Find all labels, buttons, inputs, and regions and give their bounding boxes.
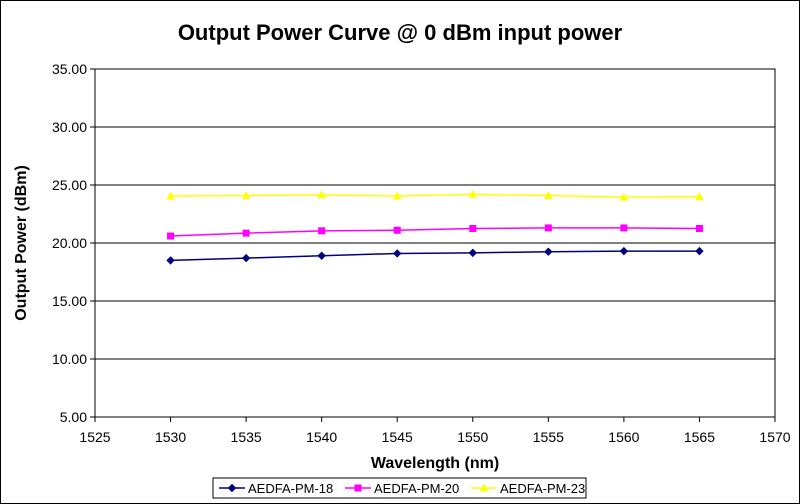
y-tick-label: 35.00 [52, 61, 87, 77]
legend-box [212, 477, 587, 499]
data-point [620, 224, 628, 232]
x-tick-label: 1570 [759, 429, 790, 445]
plot-area [94, 68, 776, 418]
legend-label: AEDFA-PM-18 [248, 481, 333, 496]
series-line [170, 193, 700, 198]
data-point [619, 246, 629, 256]
y-tick-label: 25.00 [52, 177, 87, 193]
legend-item: AEDFA-PM-18 [219, 481, 333, 496]
data-point [242, 229, 250, 237]
series-aedfa-pm-18 [166, 246, 704, 265]
y-tick-labels: 5.00 10.00 15.00 20.00 25.00 30.00 35.00 [52, 61, 95, 425]
y-tick-label: 15.00 [52, 293, 87, 309]
data-point [393, 226, 401, 234]
data-point [392, 191, 402, 200]
data-point [317, 190, 327, 199]
x-tick-label: 1550 [457, 429, 488, 445]
x-tick-label: 1530 [155, 429, 186, 445]
series-aedfa-pm-20 [167, 224, 703, 240]
legend-swatch-marker [479, 483, 489, 492]
legend-item: AEDFA-PM-23 [471, 481, 585, 496]
y-tick-label: 10.00 [52, 351, 87, 367]
x-tick-label: 1565 [684, 429, 715, 445]
x-tick-label: 1525 [79, 429, 110, 445]
series-line [170, 250, 700, 262]
legend: AEDFA-PM-18 AEDFA-PM-20 AEDFA-PM-23 [212, 477, 587, 499]
legend-label: AEDFA-PM-20 [374, 481, 459, 496]
chart-title: Output Power Curve @ 0 dBm input power [178, 20, 623, 45]
y-tick-label: 30.00 [52, 119, 87, 135]
data-point [393, 249, 402, 258]
data-point [695, 225, 703, 232]
series-group [166, 189, 704, 265]
data-point [318, 227, 326, 235]
x-axis-title: Wavelength (nm) [371, 455, 499, 472]
legend-item: AEDFA-PM-20 [345, 481, 459, 496]
data-point [544, 247, 553, 256]
y-axis-title: Output Power (dBm) [13, 165, 30, 321]
x-tick-label: 1540 [306, 429, 337, 445]
data-point [544, 224, 552, 232]
data-point [241, 190, 251, 199]
data-point [469, 225, 477, 232]
data-point [695, 192, 704, 201]
x-tick-label: 1545 [382, 429, 413, 445]
series-aedfa-pm-23 [166, 189, 704, 201]
data-point [166, 256, 175, 265]
x-tick-label: 1535 [231, 429, 262, 445]
y-tick-label: 20.00 [52, 235, 87, 251]
x-tick-label: 1560 [608, 429, 639, 445]
data-point [317, 251, 326, 260]
data-point [468, 248, 477, 258]
data-point [166, 191, 175, 200]
legend-swatch-marker [354, 484, 362, 492]
data-point [241, 253, 251, 263]
y-tick-label: 5.00 [60, 409, 87, 425]
data-point [167, 232, 175, 240]
series-line [170, 227, 700, 237]
legend-swatch-marker [227, 483, 237, 493]
data-point [619, 192, 629, 201]
data-point [695, 246, 704, 256]
x-tick-labels: 1525 1530 1535 1540 1545 1550 1555 1560 1565 1570 [79, 417, 791, 445]
legend-label: AEDFA-PM-23 [500, 481, 585, 496]
legend-items: AEDFA-PM-18 AEDFA-PM-20 AEDFA-PM-23 [219, 481, 585, 496]
data-point [468, 189, 478, 198]
x-tick-label: 1555 [533, 429, 564, 445]
data-point [543, 190, 553, 199]
